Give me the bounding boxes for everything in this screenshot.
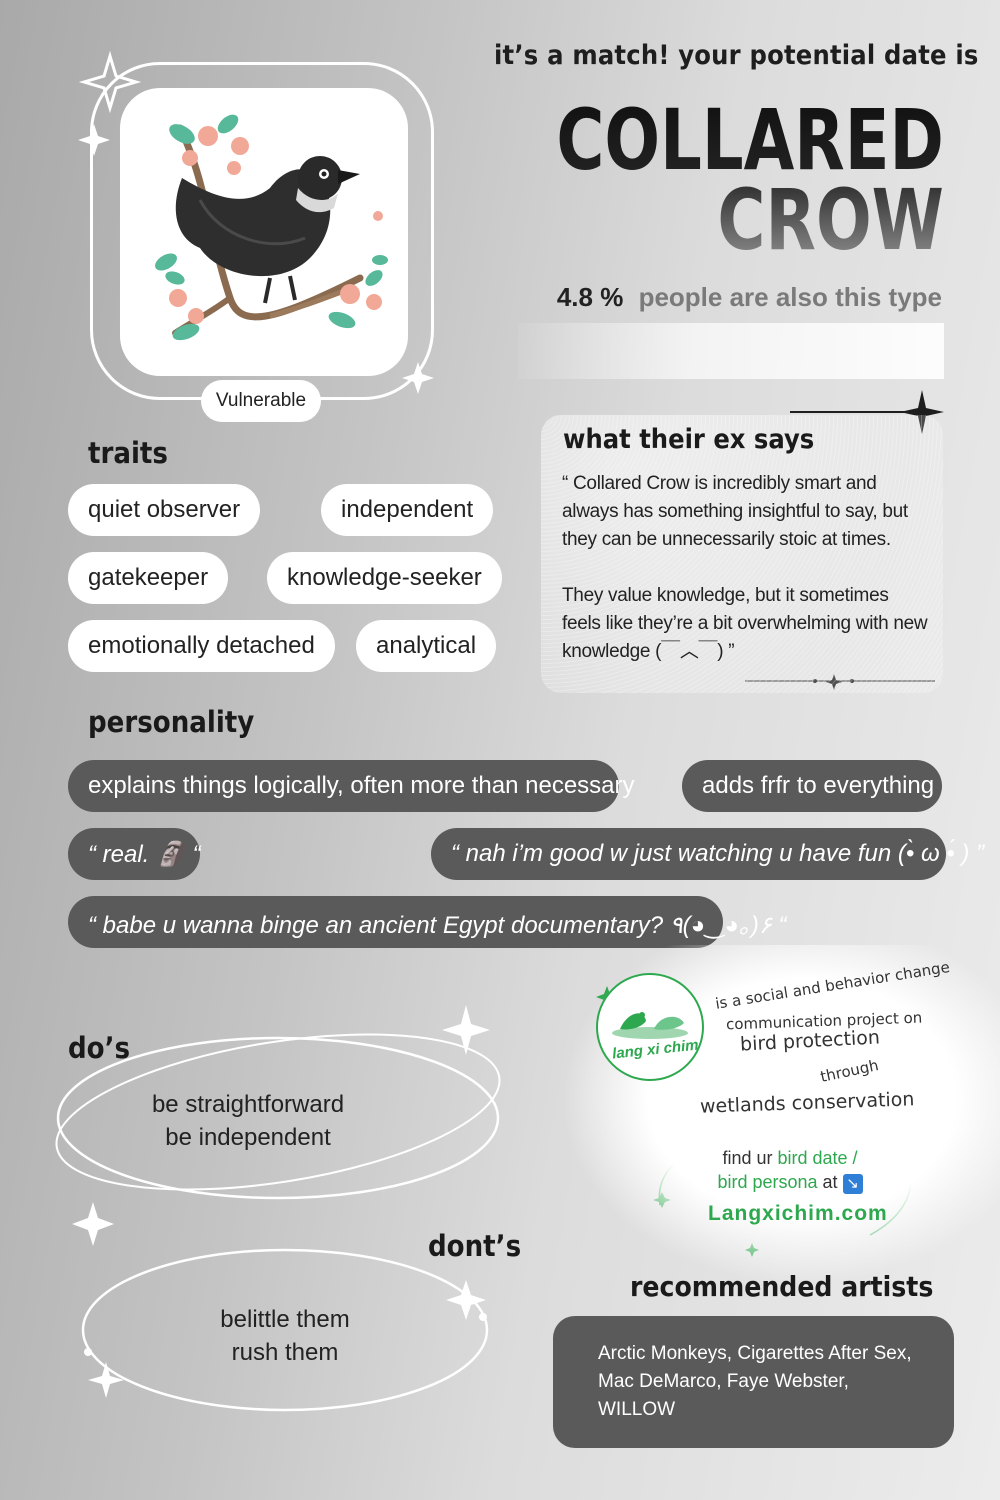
percent-bar xyxy=(518,323,944,379)
dos-list: be straightforward be independent xyxy=(128,1088,368,1154)
donts-heading: dont’s xyxy=(428,1229,522,1263)
ex-quote-card xyxy=(541,415,943,693)
percent-label: people are also this type xyxy=(638,282,942,312)
artists-heading: recommended artists xyxy=(630,1270,934,1303)
crow-icon xyxy=(155,114,388,341)
dont-item: rush them xyxy=(231,1339,339,1366)
personality-quote-pill: “ real. 🗿 “ xyxy=(68,828,201,880)
do-item: be independent xyxy=(165,1124,331,1151)
dos-heading: do’s xyxy=(68,1031,131,1065)
bird-name-line1: COLLARED xyxy=(556,91,944,189)
conservation-status-badge: Vulnerable xyxy=(201,380,321,422)
artists-line: Mac DeMarco, Faye Webster, WILLOW xyxy=(598,1371,849,1420)
website-link[interactable]: Langxichim.com xyxy=(708,1202,888,1225)
ex-heading: what their ex says xyxy=(563,424,815,455)
percent-value: 4.8 % xyxy=(556,282,624,312)
bird-name: COLLARED CROW xyxy=(556,100,944,260)
personality-pill: explains things logically, often more th… xyxy=(68,760,635,812)
bird-illustration xyxy=(120,88,408,376)
personality-quote-pill: “ babe u wanna binge an ancient Egypt do… xyxy=(68,896,786,948)
type-percentage: 4.8 % people are also this type xyxy=(557,282,942,313)
match-headline: it’s a match! your potential date is xyxy=(494,40,979,71)
bird-date-link[interactable]: bird date / xyxy=(777,1148,858,1168)
lang-xi-chim-logo: lang xi chim xyxy=(596,973,704,1081)
donts-list: belittle them rush them xyxy=(185,1303,385,1369)
personality-heading: personality xyxy=(88,705,255,739)
artists-box: Arctic Monkeys, Cigarettes After Sex, Ma… xyxy=(553,1316,954,1448)
find-suffix: at xyxy=(822,1172,838,1192)
traits-heading: traits xyxy=(88,436,168,470)
ex-quote-text: “ Collared Crow is incredibly smart and … xyxy=(562,470,932,666)
trait-pill: quiet observer xyxy=(68,484,261,536)
trait-pill: knowledge-seeker xyxy=(267,552,502,604)
find-prefix: find ur xyxy=(722,1148,773,1168)
trait-pill: analytical xyxy=(356,620,497,672)
dont-item: belittle them xyxy=(220,1306,350,1333)
do-item: be straightforward xyxy=(151,1091,345,1118)
find-bird-date: find ur bird date / bird persona at ↘ xyxy=(700,1146,880,1194)
arrow-icon: ↘ xyxy=(842,1174,863,1194)
ex-quote-paragraph: They value knowledge, but it sometimes f… xyxy=(562,585,928,662)
trait-pill: independent xyxy=(321,484,494,536)
personality-quote-pill: “ nah i’m good w just watching u have fu… xyxy=(431,828,984,880)
bird-name-line2: CROW xyxy=(717,171,944,269)
trait-pill: emotionally detached xyxy=(68,620,335,672)
bird-logo-icon xyxy=(612,1012,688,1039)
artists-line: Arctic Monkeys, Cigarettes After Sex, xyxy=(598,1343,912,1364)
ex-quote-paragraph: “ Collared Crow is incredibly smart and … xyxy=(562,473,908,550)
personality-pill: adds frfr to everything xyxy=(682,760,942,812)
trait-pill: gatekeeper xyxy=(68,552,229,604)
bird-persona-link[interactable]: bird persona xyxy=(717,1172,818,1192)
